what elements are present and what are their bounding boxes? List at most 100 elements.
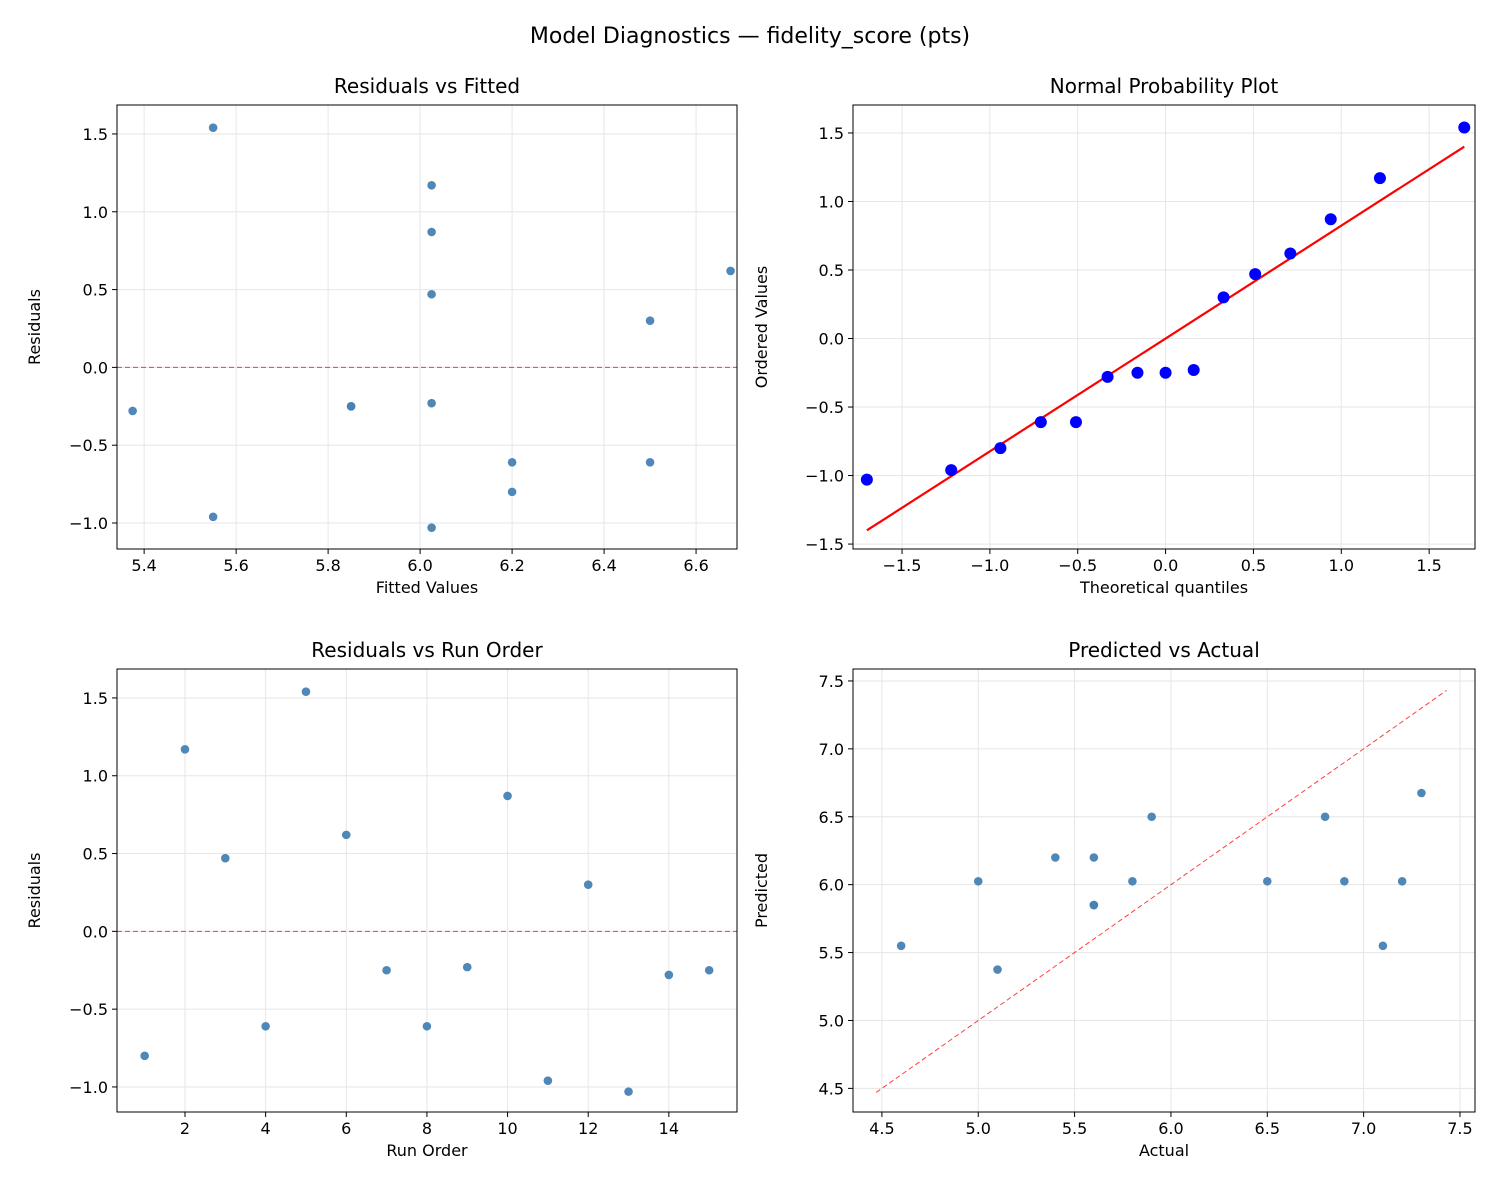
data-point — [1249, 268, 1262, 281]
y-tick-label: 0.0 — [83, 358, 108, 377]
data-point — [301, 687, 311, 697]
data-point — [1284, 247, 1297, 260]
x-tick-label: 5.5 — [1062, 1119, 1087, 1138]
y-tick-label: 5.5 — [819, 944, 844, 963]
data-point — [945, 464, 958, 477]
y-tick-label: 1.0 — [83, 767, 108, 786]
y-tick-label: 6.5 — [819, 808, 844, 827]
y-axis-label: Residuals — [25, 853, 44, 929]
data-point — [543, 1076, 553, 1086]
data-point — [1187, 364, 1200, 377]
data-point — [1340, 876, 1349, 886]
x-tick-label: 0.0 — [1153, 556, 1178, 575]
x-tick-label: 5.4 — [131, 556, 156, 575]
data-point — [208, 512, 218, 522]
y-tick-label: 0.0 — [83, 922, 108, 941]
data-point — [624, 1087, 633, 1096]
x-tick-label: 4.5 — [869, 1119, 894, 1138]
data-point — [1217, 291, 1230, 304]
y-tick-label: 0.5 — [819, 261, 844, 280]
x-tick-label: −1.5 — [883, 556, 922, 575]
qq-fit-line — [866, 145, 1465, 532]
data-point — [704, 965, 714, 975]
y-tick-label: −1.0 — [69, 514, 108, 533]
data-point — [896, 941, 906, 951]
data-point — [462, 962, 472, 972]
data-point — [1324, 213, 1337, 226]
data-point — [1458, 121, 1471, 134]
data-point — [341, 830, 351, 840]
data-point — [427, 181, 436, 190]
data-point — [346, 401, 356, 411]
subplot-title: Normal Probability Plot — [1050, 74, 1279, 98]
y-tick-label: −1.0 — [805, 467, 844, 486]
x-tick-label: 2 — [180, 1119, 190, 1138]
data-point — [726, 266, 735, 276]
data-point — [1089, 900, 1099, 910]
y-axis-label: Ordered Values — [752, 266, 771, 388]
data-point — [221, 853, 230, 863]
data-point — [645, 458, 655, 467]
subplot-3: 2 4 6 8 10 12 14 −1.0 −0.5 0.0 0.5 1.0 1.5 Residuals … — [25, 638, 738, 1160]
x-tick-label: 6.6 — [683, 556, 708, 575]
data-point — [583, 880, 593, 889]
data-point — [1069, 416, 1082, 429]
x-tick-label: 6.2 — [499, 556, 524, 575]
data-point — [427, 227, 436, 237]
data-point — [1131, 366, 1144, 379]
y-tick-label: −1.5 — [805, 535, 844, 554]
data-point — [1089, 853, 1099, 862]
subplot-1: 5.4 5.6 5.8 6.0 6.2 6.4 6.6 −1.0 −0.5 0.0 0.5 1.0 1.… — [25, 74, 738, 597]
subplot-title: Residuals vs Fitted — [334, 74, 520, 98]
data-point — [140, 1051, 149, 1061]
data-point — [503, 791, 512, 801]
data-point — [1101, 370, 1114, 383]
data-point — [1159, 366, 1172, 379]
axes-frame — [852, 668, 1476, 1113]
data-point — [1051, 853, 1060, 862]
figure-title: Model Diagnostics — fidelity_score (pts) — [530, 24, 970, 49]
y-tick-label: 7.5 — [819, 672, 844, 691]
data-point — [422, 1021, 432, 1031]
data-point — [427, 398, 436, 408]
axes-frame — [116, 104, 738, 550]
subplot-4: 4.5 5.0 5.5 6.0 6.5 7.0 7.5 4.5 5.0 5.5 6.0 6.5 7.0 7… — [752, 638, 1476, 1160]
data-point — [645, 316, 655, 325]
data-point — [507, 458, 517, 467]
x-tick-label: 8 — [422, 1119, 432, 1138]
x-tick-label: 1.5 — [1416, 556, 1441, 575]
y-tick-label: 0.5 — [83, 845, 108, 864]
y-tick-label: 5.0 — [819, 1011, 844, 1030]
data-point — [427, 289, 436, 299]
data-point — [993, 965, 1002, 974]
y-tick-label: 1.5 — [819, 124, 844, 143]
identity-reference-line — [875, 690, 1447, 1093]
subplot-title: Residuals vs Run Order — [311, 638, 543, 662]
y-tick-label: −0.5 — [69, 1000, 108, 1019]
x-tick-label: 6.4 — [591, 556, 616, 575]
y-axis-label: Predicted — [752, 853, 771, 928]
x-tick-label: −0.5 — [1058, 556, 1097, 575]
x-tick-label: 7.0 — [1351, 1119, 1376, 1138]
data-point — [382, 965, 391, 975]
x-axis-label: Theoretical quantiles — [1079, 578, 1248, 597]
axes-frame — [852, 104, 1476, 550]
y-tick-label: 0.0 — [819, 330, 844, 349]
y-tick-label: −0.5 — [69, 436, 108, 455]
subplot-title: Predicted vs Actual — [1068, 638, 1260, 662]
data-point — [507, 487, 517, 497]
axes-frame — [116, 668, 738, 1113]
data-point — [261, 1021, 270, 1031]
x-tick-label: 1.0 — [1329, 556, 1354, 575]
y-tick-label: −1.0 — [69, 1078, 108, 1097]
data-point — [128, 406, 137, 416]
y-tick-label: 0.5 — [83, 281, 108, 300]
x-tick-label: −1.0 — [970, 556, 1009, 575]
data-point — [664, 970, 674, 980]
data-point — [1262, 876, 1272, 886]
y-tick-label: 1.5 — [83, 689, 108, 708]
data-point — [427, 523, 436, 532]
data-point — [1034, 416, 1047, 429]
